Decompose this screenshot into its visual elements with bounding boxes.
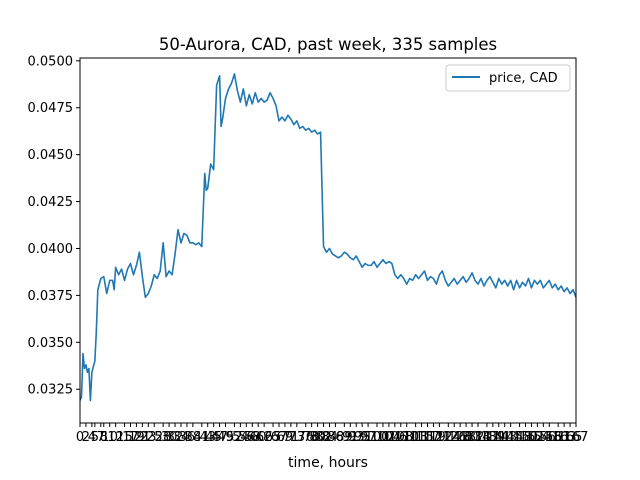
x-tick-label: 15 <box>116 430 133 445</box>
x-tick-label: 126 <box>442 430 467 445</box>
x-tick-label: 158 <box>537 430 562 445</box>
y-tick-label: 0.0500 <box>28 54 74 69</box>
x-tick-label: 36 <box>179 430 196 445</box>
x-tick-label: 167 <box>564 430 589 445</box>
x-tick-label: 8 <box>100 430 108 445</box>
x-axis: 0245781012151719212325283032343638414345… <box>76 423 589 445</box>
x-tick-label: 108 <box>388 430 413 445</box>
x-tick-label: 148 <box>507 430 532 445</box>
x-tick-label: 84 <box>321 430 338 445</box>
x-tick-label: 25 <box>146 430 163 445</box>
x-tick-label: 82 <box>315 430 332 445</box>
x-tick-label: 137 <box>474 430 499 445</box>
series-layer <box>79 73 577 402</box>
chart-title: 50-Aurora, CAD, past week, 335 samples <box>159 35 497 54</box>
x-tick-label: 69 <box>277 430 294 445</box>
x-tick-label: 124 <box>436 430 461 445</box>
x-tick-label: 113 <box>403 430 428 445</box>
series-line-price <box>79 73 577 402</box>
x-tick-label: 93 <box>348 430 365 445</box>
x-tick-label: 115 <box>409 430 434 445</box>
x-tick-label: 117 <box>415 430 440 445</box>
x-tick-label: 156 <box>531 430 556 445</box>
x-tick-label: 95 <box>354 430 371 445</box>
x-tick-label: 12 <box>107 430 124 445</box>
x-tick-label: 102 <box>371 430 396 445</box>
x-tick-label: 4 <box>88 430 96 445</box>
x-tick-label: 32 <box>167 430 184 445</box>
x-tick-label: 73 <box>289 430 306 445</box>
x-tick-label: 121 <box>427 430 452 445</box>
x-tick-label: 80 <box>309 430 326 445</box>
x-tick-label: 67 <box>271 430 288 445</box>
x-tick-label: 5 <box>91 430 99 445</box>
x-tick-label: 71 <box>283 430 300 445</box>
legend: price, CAD <box>445 64 571 92</box>
x-tick-label: 0 <box>76 430 84 445</box>
x-tick-label: 134 <box>466 430 491 445</box>
x-tick-label: 161 <box>546 430 571 445</box>
x-tick-label: 58 <box>244 430 261 445</box>
x-tick-label: 110 <box>394 430 419 445</box>
x-tick-label: 47 <box>211 430 228 445</box>
x-tick-label: 28 <box>155 430 172 445</box>
x-tick-label: 145 <box>498 430 523 445</box>
x-tick-label: 49 <box>217 430 234 445</box>
y-tick-label: 0.0375 <box>28 289 74 304</box>
x-tick-label: 43 <box>199 430 216 445</box>
y-tick-label: 0.0400 <box>28 242 74 257</box>
x-tick-label: 54 <box>232 430 249 445</box>
x-tick-label: 62 <box>256 430 273 445</box>
x-tick-label: 141 <box>486 430 511 445</box>
x-tick-label: 128 <box>448 430 473 445</box>
x-tick-label: 104 <box>376 430 401 445</box>
x-tick-label: 41 <box>193 430 210 445</box>
x-tick-label: 139 <box>480 430 505 445</box>
plot-area-frame <box>79 57 577 424</box>
x-tick-label: 38 <box>185 430 202 445</box>
x-tick-label: 21 <box>134 430 151 445</box>
y-tick-label: 0.0475 <box>28 101 74 116</box>
y-tick-label: 0.0425 <box>28 195 74 210</box>
x-tick-label: 119 <box>421 430 446 445</box>
x-tick-label: 106 <box>382 430 407 445</box>
x-tick-label: 91 <box>342 430 359 445</box>
y-tick-label: 0.0350 <box>28 336 74 351</box>
x-tick-label: 152 <box>519 430 544 445</box>
x-tick-label: 2 <box>82 430 90 445</box>
legend-box <box>445 64 571 92</box>
x-tick-label: 45 <box>205 430 222 445</box>
x-tick-label: 163 <box>552 430 577 445</box>
x-tick-label: 60 <box>250 430 267 445</box>
x-tick-label: 150 <box>513 430 538 445</box>
x-tick-label: 76 <box>297 430 314 445</box>
x-tick-label: 97 <box>360 430 377 445</box>
x-tick-label: 65 <box>265 430 282 445</box>
x-tick-label: 10 <box>101 430 118 445</box>
x-tick-label: 132 <box>460 430 485 445</box>
x-tick-label: 23 <box>140 430 157 445</box>
x-tick-label: 30 <box>161 430 178 445</box>
legend-entry-price: price, CAD <box>489 71 558 86</box>
x-tick-label: 143 <box>492 430 517 445</box>
x-tick-label: 154 <box>525 430 550 445</box>
x-tick-label: 7 <box>97 430 105 445</box>
y-tick-label: 0.0325 <box>28 383 74 398</box>
x-tick-label: 165 <box>558 430 583 445</box>
x-tick-label: 89 <box>336 430 353 445</box>
x-axis-label: time, hours <box>288 455 368 471</box>
x-tick-label: 86 <box>327 430 344 445</box>
x-tick-label: 130 <box>454 430 479 445</box>
x-tick-label: 17 <box>122 430 139 445</box>
x-tick-label: 100 <box>365 430 390 445</box>
x-tick-label: 78 <box>303 430 320 445</box>
x-tick-label: 52 <box>226 430 243 445</box>
x-tick-label: 19 <box>128 430 145 445</box>
y-axis: 0.0325 0.0350 0.0375 0.0400 0.0425 0.0450 0.04… <box>28 54 80 398</box>
x-tick-label: 34 <box>173 430 190 445</box>
y-tick-label: 0.0450 <box>28 148 74 163</box>
x-tick-label: 56 <box>238 430 255 445</box>
